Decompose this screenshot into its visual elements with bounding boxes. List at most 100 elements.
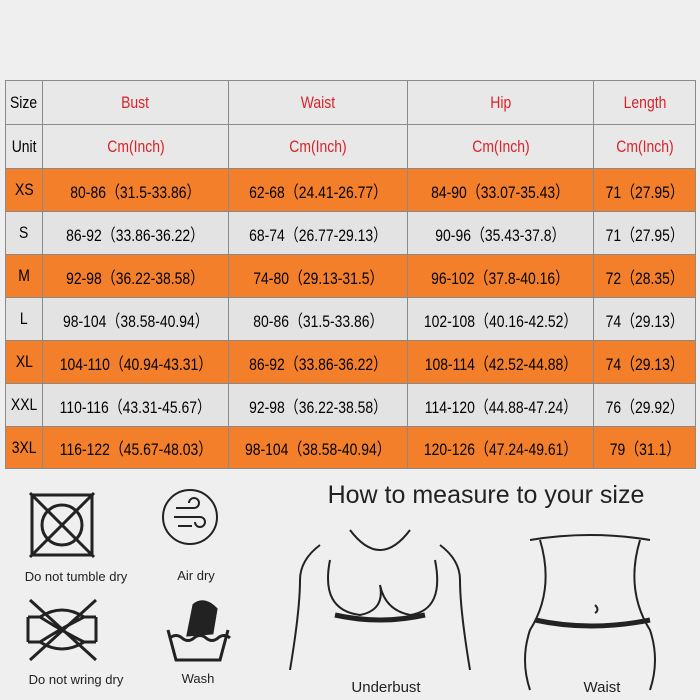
table-cell: 110-116（43.31-45.67）: [42, 383, 229, 427]
table-cell: 92-98（36.22-38.58）: [42, 254, 229, 298]
cell-text: 98-104（38.58-40.94）: [245, 440, 391, 459]
underbust-figure: [289, 529, 471, 671]
table-cell: Waist: [228, 80, 408, 125]
table-cell: 116-122（45.67-48.03）: [42, 426, 229, 469]
cell-text: Cm(Inch): [289, 136, 347, 156]
cell-text: XS: [14, 180, 34, 199]
table-cell: 3XL: [5, 426, 43, 469]
table-cell: 62-68（24.41-26.77）: [228, 168, 408, 212]
cell-text: L: [20, 309, 28, 328]
table-cell: Bust: [42, 80, 229, 125]
table-cell: Cm(Inch): [228, 124, 408, 169]
cell-text: 80-86（31.5-33.86）: [70, 182, 201, 202]
table-cell: XL: [5, 340, 43, 384]
measure-label: Underbust: [351, 679, 421, 696]
table-cell: 72（28.35）: [593, 254, 696, 298]
table-cell: 74-80（29.13-31.5）: [228, 254, 408, 298]
cell-text: 72（28.35）: [605, 268, 684, 288]
table-cell: 98-104（38.58-40.94）: [228, 426, 408, 469]
cell-text: 110-116（43.31-45.67）: [59, 397, 212, 417]
table-cell: Hip: [407, 80, 594, 125]
cell-text: Hip: [490, 92, 511, 112]
cell-text: 74-80（29.13-31.5）: [252, 268, 384, 288]
table-cell: 92-98（36.22-38.58）: [228, 383, 408, 427]
table-cell: 74（29.13）: [593, 340, 696, 384]
table-cell: 120-126（47.24-49.61）: [407, 426, 594, 469]
cell-text: Bust: [121, 92, 150, 112]
cell-text: 92-98（36.22-38.58）: [249, 397, 387, 417]
table-cell: 79（31.1）: [593, 426, 696, 469]
table-cell: 80-86（31.5-33.86）: [42, 168, 229, 212]
cell-text: 116-122（45.67-48.03）: [59, 440, 212, 459]
cell-text: 71（27.95）: [605, 182, 684, 202]
table-cell: 76（29.92）: [593, 383, 696, 427]
table-cell: 108-114（42.52-44.88）: [407, 340, 594, 384]
cell-text: XXL: [10, 395, 38, 414]
table-cell: 71（27.95）: [593, 168, 696, 212]
table-cell: 80-86（31.5-33.86）: [228, 297, 408, 341]
care-label: Wash: [182, 671, 215, 686]
cell-text: 114-120（44.88-47.24）: [424, 397, 577, 417]
care-label: Do not tumble dry: [25, 569, 128, 584]
table-cell: 114-120（44.88-47.24）: [407, 383, 594, 427]
table-cell: L: [5, 297, 43, 341]
cell-text: S: [19, 223, 29, 242]
measure-title: How to measure to your size: [328, 481, 645, 509]
table-cell: 74（29.13）: [593, 297, 696, 341]
cell-text: 84-90（33.07-35.43）: [431, 182, 570, 202]
cell-text: 104-110（40.94-43.31）: [59, 354, 212, 374]
table-cell: 104-110（40.94-43.31）: [42, 340, 229, 384]
table-cell: Length: [593, 80, 696, 125]
cell-text: Unit: [11, 136, 37, 156]
cell-text: 3XL: [11, 437, 37, 457]
table-cell: Size: [5, 80, 43, 125]
cell-text: XL: [15, 352, 33, 371]
air-dry-icon: [162, 489, 218, 545]
cell-text: 108-114（42.52-44.88）: [424, 354, 577, 374]
table-cell: S: [5, 211, 43, 255]
table-cell: 84-90（33.07-35.43）: [407, 168, 594, 212]
table-cell: M: [5, 254, 43, 298]
cell-text: 90-96（35.43-37.8）: [435, 225, 566, 245]
cell-text: Cm(Inch): [615, 136, 674, 156]
cell-text: 98-104（38.58-40.94）: [62, 311, 209, 331]
cell-text: Length: [623, 92, 666, 112]
table-cell: XS: [5, 168, 43, 212]
care-label: Air dry: [177, 568, 215, 583]
table-cell: 86-92（33.86-36.22）: [228, 340, 408, 384]
cell-text: 76（29.92）: [605, 397, 684, 417]
table-cell: 102-108（40.16-42.52）: [407, 297, 594, 341]
care-label: Do not wring dry: [29, 672, 124, 687]
table-cell: 90-96（35.43-37.8）: [407, 211, 594, 255]
cell-text: M: [18, 266, 30, 285]
table-cell: 86-92（33.86-36.22）: [42, 211, 229, 255]
cell-text: 92-98（36.22-38.58）: [66, 268, 205, 288]
cell-text: 68-74（26.77-29.13）: [249, 225, 387, 245]
cell-text: 120-126（47.24-49.61）: [423, 440, 578, 459]
table-cell: Cm(Inch): [407, 124, 594, 169]
cell-text: 71（27.95）: [605, 225, 684, 245]
cell-text: 96-102（37.8-40.16）: [431, 268, 570, 288]
care-and-measure: Do not tumble dry Air dry Do not wring d…: [25, 481, 656, 696]
cell-text: Waist: [300, 92, 336, 112]
cell-text: Cm(Inch): [106, 136, 165, 156]
table-cell: Unit: [5, 124, 43, 169]
table-cell: 68-74（26.77-29.13）: [228, 211, 408, 255]
cell-text: Cm(Inch): [471, 136, 530, 156]
cell-text: 62-68（24.41-26.77）: [249, 182, 387, 202]
table-cell: 71（27.95）: [593, 211, 696, 255]
table-cell: 96-102（37.8-40.16）: [407, 254, 594, 298]
cell-text: Size: [10, 92, 38, 112]
cell-text: 86-92（33.86-36.22）: [66, 225, 205, 245]
cell-text: 74（29.13）: [605, 354, 684, 374]
table-cell: Cm(Inch): [593, 124, 696, 169]
waist-figure: [524, 534, 656, 691]
cell-text: 102-108（40.16-42.52）: [423, 311, 578, 331]
table-cell: 98-104（38.58-40.94）: [42, 297, 229, 341]
tumble-dry-icon: [28, 491, 96, 559]
measure-label: Waist: [584, 679, 622, 696]
cell-text: 80-86（31.5-33.86）: [252, 311, 384, 331]
table-cell: XXL: [5, 383, 43, 427]
cell-text: 74（29.13）: [605, 311, 684, 331]
